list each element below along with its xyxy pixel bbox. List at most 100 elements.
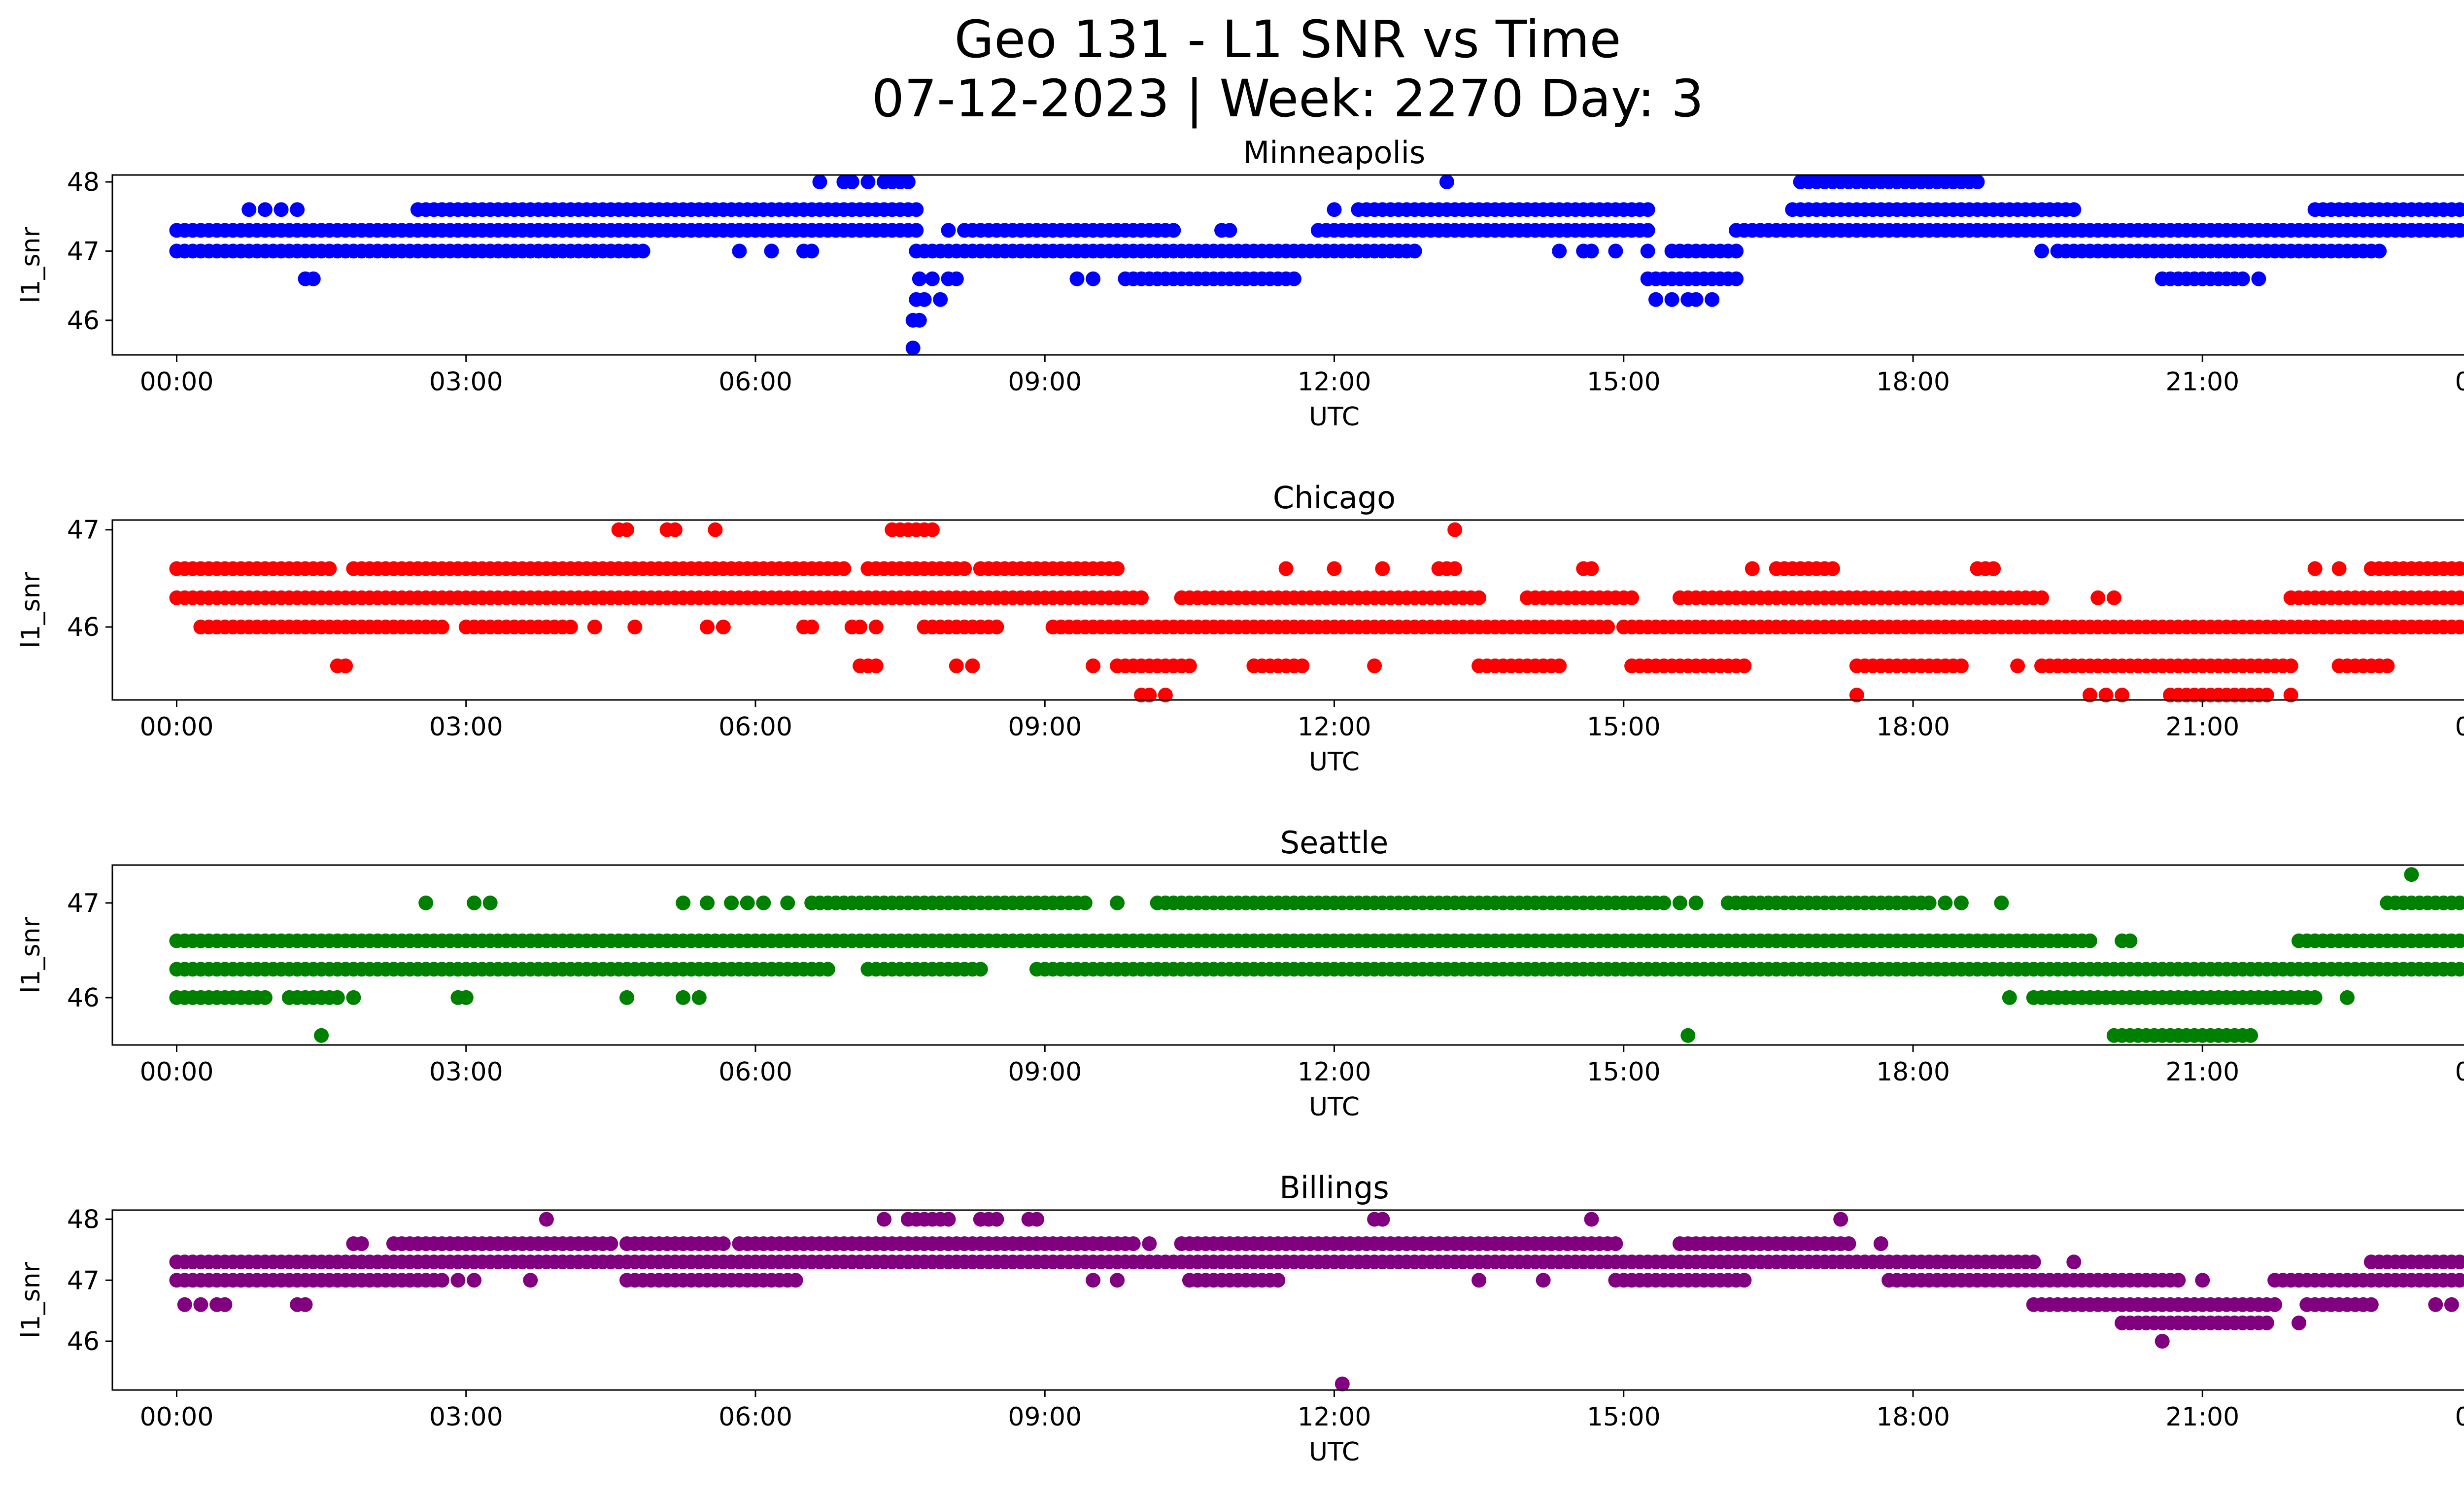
data-point xyxy=(1608,1236,1623,1252)
data-point xyxy=(2026,1254,2041,1270)
data-point xyxy=(290,202,305,217)
data-point xyxy=(193,1297,208,1312)
data-point xyxy=(1833,1212,1848,1227)
data-point xyxy=(2460,591,2464,604)
data-point xyxy=(1270,1273,1286,1288)
data-point xyxy=(2002,990,2017,1005)
data-point xyxy=(912,271,927,286)
x-axis-title: UTC xyxy=(1309,402,1360,432)
subplot-billings: Billings 46 47 48 00:00 03:00 06:00 09:00 12:00 1… xyxy=(16,1170,2464,1467)
figure-title-line2: 07-12-2023 | Week: 2270 Day: 3 xyxy=(871,69,1704,129)
data-point xyxy=(900,174,916,189)
data-point xyxy=(1640,202,1655,217)
data-point xyxy=(788,1273,803,1288)
subplot-title: Chicago xyxy=(1273,480,1396,516)
y-tick-label: 46 xyxy=(67,613,100,642)
data-point xyxy=(418,895,434,910)
subplot-title: Seattle xyxy=(1280,825,1388,861)
x-tick-label: 21:00 xyxy=(2165,1402,2239,1432)
x-tick-label: 21:00 xyxy=(2165,367,2239,397)
data-point xyxy=(1608,243,1623,259)
data-point xyxy=(933,292,948,307)
data-point xyxy=(257,202,273,217)
data-point xyxy=(2331,561,2347,576)
data-point xyxy=(434,620,449,634)
data-point xyxy=(1584,561,1599,576)
data-point xyxy=(2380,658,2395,673)
data-point xyxy=(2251,271,2266,286)
data-point xyxy=(619,990,634,1005)
data-point xyxy=(1552,658,1567,673)
data-point xyxy=(708,522,723,537)
data-point xyxy=(2452,590,2464,605)
data-point xyxy=(338,658,353,673)
data-point xyxy=(1142,688,1157,703)
data-point xyxy=(1624,590,1640,605)
x-tick-label: 00:00 xyxy=(2455,367,2464,397)
x-tick-label: 18:00 xyxy=(1876,1402,1950,1432)
data-point xyxy=(330,990,345,1005)
x-tick-label: 00:00 xyxy=(140,1402,214,1432)
x-tick-label: 06:00 xyxy=(719,1402,792,1432)
data-point xyxy=(1069,271,1085,286)
data-point xyxy=(1737,1273,1752,1288)
data-point xyxy=(909,223,924,238)
data-point xyxy=(1278,561,1294,576)
y-tick-label: 47 xyxy=(67,237,100,266)
data-point xyxy=(1375,1212,1390,1227)
y-tick-label: 47 xyxy=(67,1266,100,1295)
data-point xyxy=(2452,561,2464,576)
data-point xyxy=(804,243,820,259)
x-tick-label: 06:00 xyxy=(719,367,792,397)
data-point xyxy=(2082,688,2097,703)
data-point xyxy=(716,620,731,634)
data-point xyxy=(905,341,921,355)
data-point xyxy=(2307,561,2323,576)
data-point xyxy=(1600,620,1615,634)
subplot-minneapolis: Minneapolis 46 47 48 00:00 03:00 06:00 09:00 12:… xyxy=(16,135,2464,432)
data-point xyxy=(1327,561,1342,576)
data-point xyxy=(1327,202,1342,217)
data-point xyxy=(2460,203,2464,216)
data-point xyxy=(1110,895,1125,910)
y-tick-label: 47 xyxy=(67,516,100,545)
data-point xyxy=(2292,1315,2306,1330)
data-point xyxy=(2460,934,2464,947)
y-tick-label: 48 xyxy=(67,1205,100,1235)
data-point xyxy=(1166,223,1181,238)
data-point xyxy=(989,620,1004,634)
data-point xyxy=(1688,895,1704,910)
y-tick-label: 47 xyxy=(67,889,100,918)
data-point xyxy=(1447,561,1463,576)
x-tick-label: 18:00 xyxy=(1876,1057,1950,1087)
data-point xyxy=(635,243,650,259)
data-point xyxy=(2460,1274,2464,1287)
data-point xyxy=(2460,963,2464,976)
data-point xyxy=(1953,658,1969,673)
x-tick-label: 00:00 xyxy=(140,367,214,397)
data-point xyxy=(780,895,795,910)
data-point xyxy=(1680,1028,1696,1043)
data-point xyxy=(949,658,964,673)
data-point xyxy=(909,202,924,217)
data-point xyxy=(1126,1236,1141,1252)
data-point xyxy=(877,1212,891,1227)
y-axis-title: l1_snr xyxy=(16,226,46,303)
data-point xyxy=(241,202,257,217)
data-point xyxy=(467,895,482,910)
data-point xyxy=(989,1212,1004,1227)
data-point xyxy=(2243,1028,2259,1043)
data-point xyxy=(1873,1236,1888,1252)
x-tick-label: 00:00 xyxy=(2455,712,2464,742)
data-point xyxy=(1447,522,1463,537)
data-point xyxy=(1086,658,1101,673)
x-tick-label: 12:00 xyxy=(1298,1057,1371,1087)
y-tick-label: 46 xyxy=(67,983,100,1013)
data-point xyxy=(1158,688,1173,703)
x-tick-label: 21:00 xyxy=(2165,712,2239,742)
x-tick-label: 09:00 xyxy=(1008,1057,1082,1087)
data-point xyxy=(1367,658,1382,673)
subplot-chicago: Chicago 46 47 00:00 03:00 06:00 09:00 12:00 15:0… xyxy=(16,480,2464,777)
data-point xyxy=(912,313,927,328)
